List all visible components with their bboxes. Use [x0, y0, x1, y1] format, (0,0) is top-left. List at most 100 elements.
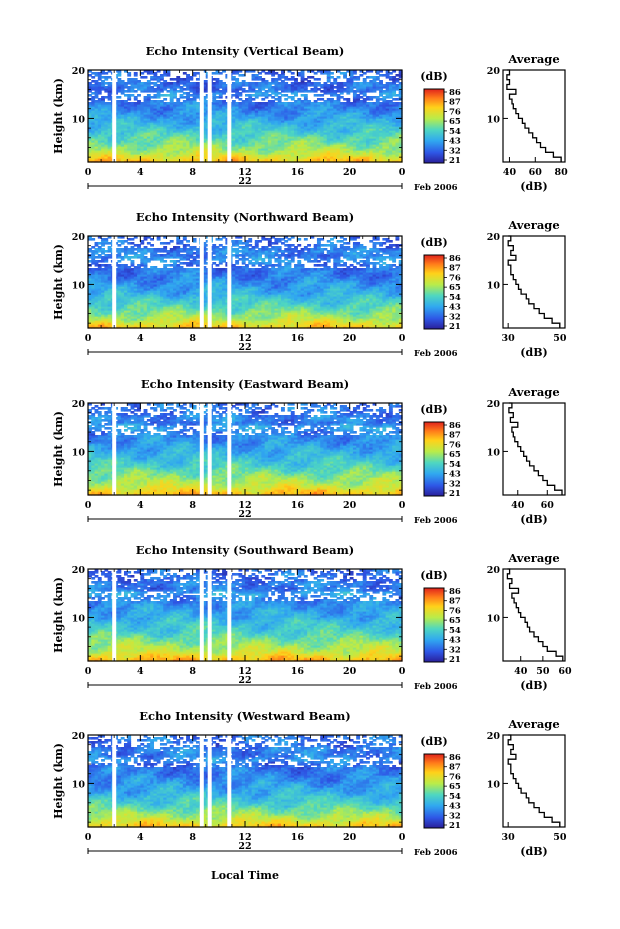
- x-tick-label: 0: [85, 333, 92, 344]
- data-gap: [207, 403, 212, 495]
- profile-y-tick-label: 10: [487, 447, 501, 458]
- x-tick-label: 0: [85, 500, 92, 511]
- colorbar-tick-label: 86: [449, 88, 461, 98]
- x-tick-label: 12: [238, 500, 251, 511]
- colorbar-tick-label: 76: [449, 273, 461, 283]
- x-tick-label: 0: [85, 167, 92, 178]
- x-tick-label: 8: [189, 333, 196, 344]
- panel-2: Echo Intensity (Northward Beam) 0 4 8 12 16 20…: [52, 210, 567, 359]
- y-axis-label: Height (km): [52, 78, 65, 154]
- panel-title: Echo Intensity (Westward Beam): [139, 709, 350, 723]
- day-label: 22: [238, 675, 251, 686]
- colorbar-tick-label: 43: [449, 636, 461, 646]
- y-tick-label: 20: [72, 399, 86, 410]
- day-label: 22: [238, 176, 251, 187]
- data-gap: [207, 70, 212, 162]
- panel-3: Echo Intensity (Eastward Beam) 0 4 8 12 16 20 0…: [52, 377, 566, 526]
- colorbar-tick-label: 86: [449, 753, 461, 763]
- colorbar-tick-label: 43: [449, 802, 461, 812]
- profile-line: [508, 402, 563, 495]
- data-gap: [199, 735, 204, 827]
- colorbar-tick-label: 54: [449, 127, 461, 137]
- x-tick-label: 16: [291, 500, 305, 511]
- profile-frame: [502, 734, 566, 828]
- profile-x-tick-label: 40: [511, 500, 525, 511]
- date-label: Feb 2006: [414, 682, 458, 692]
- profile-y-tick-label: 20: [487, 66, 501, 77]
- profile-x-label: (dB): [520, 346, 547, 359]
- y-axis-label: Height (km): [52, 244, 65, 320]
- x-tick-label: 8: [189, 832, 196, 843]
- heatmap-field: [88, 569, 403, 662]
- data-gap: [207, 569, 212, 661]
- data-gap: [112, 236, 117, 328]
- colorbar-tick-label: 21: [449, 821, 461, 831]
- y-axis-label: Height (km): [52, 577, 65, 653]
- colorbar: [423, 587, 445, 663]
- profile-x-tick-label: 60: [529, 167, 543, 178]
- colorbar-tick-label: 65: [449, 782, 461, 792]
- panel-1: Echo Intensity (Vertical Beam) 0 4 8 12 16 20 0…: [52, 44, 568, 193]
- profile-x-label: (dB): [520, 180, 547, 193]
- profile-line: [507, 235, 561, 328]
- heatmap-field: [88, 403, 403, 496]
- colorbar-tick-label: 87: [449, 597, 461, 607]
- y-tick-label: 10: [72, 114, 86, 125]
- y-tick-label: 20: [72, 565, 86, 576]
- average-profile: Average 40 60 80 10 20 (dB): [487, 52, 568, 193]
- profile-x-tick-label: 30: [502, 333, 516, 344]
- colorbar-tick-label: 32: [449, 146, 461, 156]
- colorbar-tick-label: 76: [449, 440, 461, 450]
- x-tick-label: 0: [399, 333, 406, 344]
- colorbar-tick-label: 21: [449, 655, 461, 665]
- colorbar-tick-label: 76: [449, 772, 461, 782]
- data-gap: [227, 569, 232, 661]
- colorbar-tick-label: 86: [449, 421, 461, 431]
- profile-x-label: (dB): [520, 513, 547, 526]
- x-axis-label: Local Time: [211, 869, 279, 882]
- panel-title: Echo Intensity (Vertical Beam): [146, 44, 345, 58]
- colorbar-tick-label: 87: [449, 264, 461, 274]
- profile-x-tick-label: 80: [555, 167, 569, 178]
- colorbar: [423, 753, 445, 829]
- colorbar-tick-label: 32: [449, 479, 461, 489]
- colorbar-label: (dB): [420, 569, 447, 582]
- colorbar-tick-label: 21: [449, 322, 461, 332]
- x-tick-label: 20: [343, 333, 357, 344]
- y-tick-label: 10: [72, 779, 86, 790]
- colorbar-label: (dB): [420, 735, 447, 748]
- date-label: Feb 2006: [414, 516, 458, 526]
- data-gap: [112, 569, 117, 661]
- panel-title: Echo Intensity (Northward Beam): [136, 210, 354, 224]
- panel-4: Echo Intensity (Southward Beam) 0 4 8 12 16 20…: [52, 543, 572, 692]
- x-tick-label: 0: [399, 832, 406, 843]
- data-gap: [199, 236, 204, 328]
- colorbar-label: (dB): [420, 70, 447, 83]
- colorbar-tick-label: 76: [449, 606, 461, 616]
- x-tick-label: 4: [137, 666, 144, 677]
- colorbar-label: (dB): [420, 236, 447, 249]
- profile-x-tick-label: 50: [536, 666, 550, 677]
- profile-frame: [502, 402, 566, 496]
- profile-frame: [502, 568, 566, 662]
- x-tick-label: 12: [238, 167, 251, 178]
- x-tick-label: 8: [189, 500, 196, 511]
- x-tick-label: 20: [343, 666, 357, 677]
- colorbar-tick-label: 86: [449, 587, 461, 597]
- colorbar-tick-label: 43: [449, 470, 461, 480]
- x-tick-label: 0: [399, 167, 406, 178]
- data-gap: [199, 403, 204, 495]
- day-label: 22: [238, 509, 251, 520]
- profile-y-tick-label: 20: [487, 731, 501, 742]
- profile-y-tick-label: 20: [487, 399, 501, 410]
- profile-y-tick-label: 10: [487, 779, 501, 790]
- colorbar-tick-label: 65: [449, 616, 461, 626]
- colorbar: [423, 421, 445, 497]
- profile-y-tick-label: 10: [487, 114, 501, 125]
- profile-title: Average: [507, 218, 559, 232]
- panel-5: Echo Intensity (Westward Beam) 0 4 8 12 16 20 0…: [52, 709, 567, 858]
- heatmap-field: [88, 70, 403, 163]
- data-gap: [199, 569, 204, 661]
- colorbar-label: (dB): [420, 403, 447, 416]
- heatmap-field: [88, 236, 403, 329]
